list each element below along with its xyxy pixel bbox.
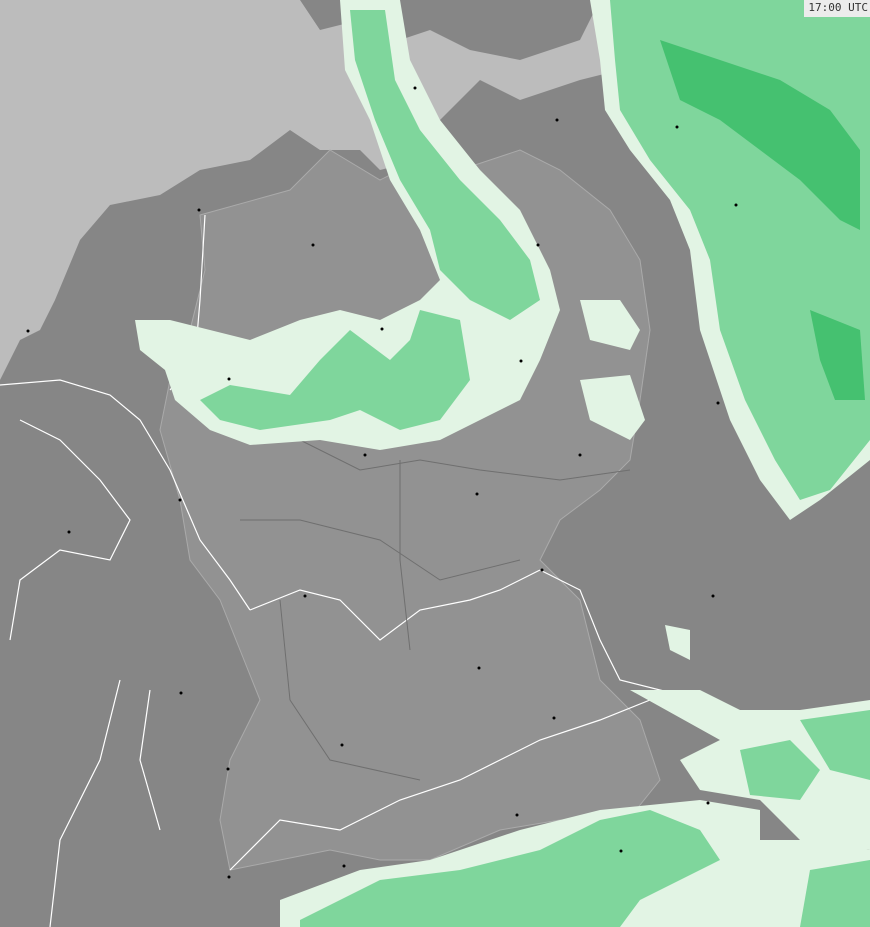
city-dot: [578, 453, 582, 457]
city-dot: [555, 118, 559, 122]
city-dot: [515, 813, 519, 817]
city-dot: [67, 530, 71, 534]
city-dot: [363, 453, 367, 457]
country-borders: [0, 214, 771, 927]
city-dot: [711, 594, 715, 598]
city-dot: [413, 86, 417, 90]
city-dot: [734, 203, 738, 207]
city-dot: [552, 716, 556, 720]
city-dot: [303, 594, 307, 598]
city-dot: [226, 767, 230, 771]
precipitation-heavy: [660, 40, 865, 400]
city-dot: [178, 498, 182, 502]
city-dot: [519, 359, 523, 363]
city-dot: [536, 243, 540, 247]
city-dot: [380, 327, 384, 331]
city-dot: [342, 864, 346, 868]
city-dot: [540, 568, 544, 572]
city-dot: [477, 666, 481, 670]
city-dot: [227, 377, 231, 381]
city-dot: [706, 801, 710, 805]
city-dot: [26, 329, 30, 333]
city-dot: [179, 691, 183, 695]
city-dot: [475, 492, 479, 496]
city-dot: [340, 743, 344, 747]
city-dot: [675, 125, 679, 129]
city-markers: [26, 86, 738, 879]
city-dot: [197, 208, 201, 212]
timestamp-label: 17:00 UTC: [804, 0, 870, 17]
city-dot: [311, 243, 315, 247]
city-dot: [227, 875, 231, 879]
city-dot: [716, 401, 720, 405]
region-borders: [240, 439, 631, 781]
city-dot: [619, 849, 623, 853]
